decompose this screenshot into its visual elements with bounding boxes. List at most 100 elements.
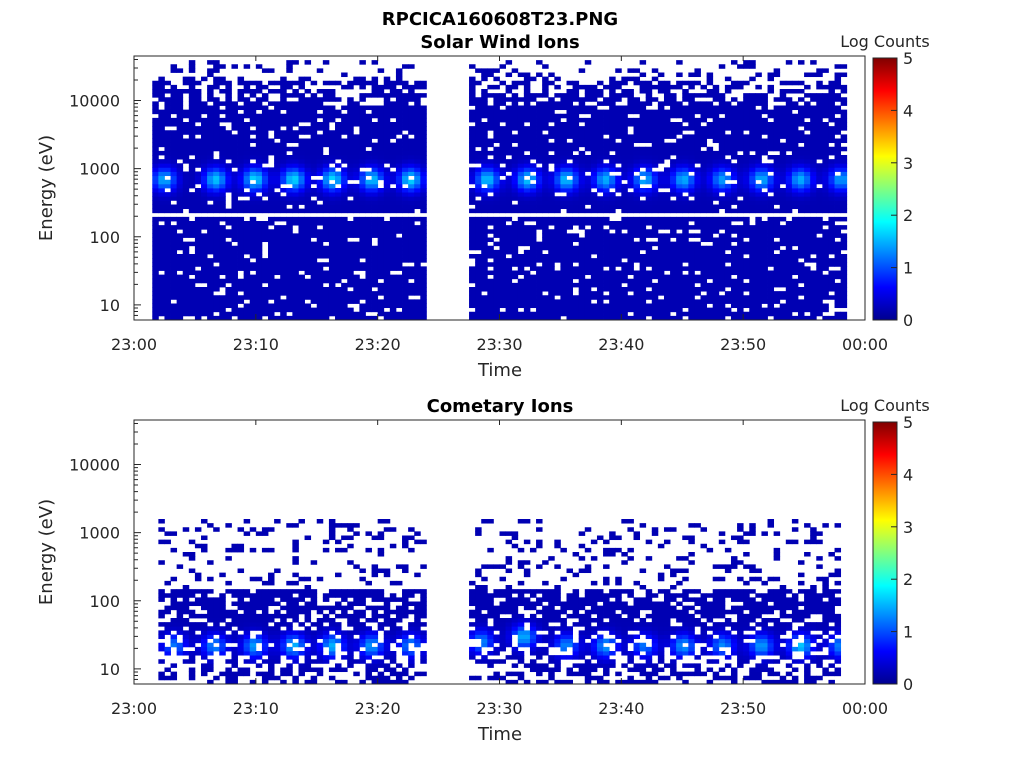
spectrogram-cell <box>566 307 573 313</box>
spectrogram-cell <box>207 97 214 102</box>
spectrogram-cell <box>493 138 500 144</box>
spectrogram-cell <box>651 196 659 201</box>
spectrogram-cell <box>341 295 348 300</box>
spectrogram-cell <box>511 196 519 201</box>
spectrogram-cell <box>347 113 354 119</box>
spectrogram-cell <box>395 122 403 127</box>
spectrogram-cell <box>779 167 787 172</box>
spectrogram-cell <box>402 150 409 156</box>
spectrogram-cell <box>292 266 299 271</box>
spectrogram-cell <box>688 117 695 123</box>
spectrogram-cell <box>341 266 348 271</box>
spectrogram-cell <box>341 241 348 247</box>
spectrogram-cell <box>676 299 683 304</box>
spectrogram-cell <box>176 221 184 226</box>
spectrogram-cell <box>359 155 366 160</box>
spectrogram-cell <box>663 266 671 271</box>
spectrogram-cell <box>280 274 287 280</box>
spectrogram-cell <box>475 155 482 160</box>
spectrogram-cell <box>523 126 531 131</box>
spectrogram-cell <box>566 204 573 210</box>
spectrogram-cell <box>371 163 379 168</box>
spectrogram-cell <box>554 146 561 152</box>
spectrogram-cell <box>566 208 573 214</box>
spectrogram-cell <box>359 307 366 313</box>
spectrogram-cell <box>700 204 708 210</box>
spectrogram-cell <box>657 266 665 271</box>
spectrogram-cell <box>274 150 281 156</box>
spectrogram-cell <box>231 175 238 181</box>
spectrogram-cell <box>469 299 476 304</box>
spectrogram-cell <box>615 245 622 251</box>
spectrogram-cell <box>773 126 781 131</box>
spectrogram-cell <box>152 134 159 139</box>
spectrogram-cell <box>322 270 330 276</box>
spectrogram-cell <box>749 76 756 82</box>
spectrogram-cell <box>560 204 567 210</box>
spectrogram-cell <box>335 130 342 135</box>
spectrogram-cell <box>560 163 567 168</box>
spectrogram-cell <box>261 179 269 185</box>
spectrogram-cell <box>414 122 421 127</box>
spectrogram-cell <box>182 303 190 309</box>
spectrogram-cell <box>420 105 427 111</box>
spectrogram-cell <box>347 200 354 205</box>
spectrogram-cell <box>402 105 409 111</box>
spectrogram-cell <box>176 113 184 119</box>
spectrogram-cell <box>761 291 768 296</box>
spectrogram-cell <box>237 126 245 131</box>
spectrogram-cell <box>481 134 488 139</box>
spectrogram-cell <box>341 274 348 280</box>
spectrogram-cell <box>475 278 482 284</box>
spectrogram-cell <box>572 179 580 185</box>
spectrogram-cell <box>785 175 793 181</box>
spectrogram-cell <box>469 241 476 247</box>
spectrogram-cell <box>633 155 641 160</box>
spectrogram-cell <box>688 282 695 288</box>
spectrogram-cell <box>371 208 379 214</box>
spectrogram-cell <box>688 138 695 144</box>
spectrogram-cell <box>511 307 519 313</box>
spectrogram-cell <box>365 270 372 276</box>
spectrogram-cell <box>158 97 165 102</box>
spectrogram-cell <box>566 200 573 205</box>
spectrogram-cell <box>152 291 159 296</box>
spectrogram-cell <box>164 134 171 139</box>
spectrogram-cell <box>280 299 287 304</box>
spectrogram-cell <box>365 150 372 156</box>
spectrogram-cell <box>676 295 683 300</box>
spectrogram-cell <box>743 175 750 181</box>
spectrogram-cell <box>536 138 543 144</box>
spectrogram-cell <box>633 76 641 82</box>
spectrogram-cell <box>779 282 787 288</box>
spectrogram-cell <box>249 113 257 119</box>
spectrogram-cell <box>621 241 628 247</box>
spectrogram-cell <box>749 274 756 280</box>
spectrogram-cell <box>225 233 232 238</box>
spectrogram-cell <box>724 138 732 144</box>
spectrogram-cell <box>700 303 708 309</box>
spectrogram-cell <box>627 254 634 259</box>
spectrogram-cell <box>523 241 531 247</box>
spectrogram-cell <box>554 175 561 181</box>
spectrogram-cell <box>621 89 628 94</box>
spectrogram-cell <box>152 142 159 148</box>
spectrogram-cell <box>383 274 391 280</box>
spectrogram-cell <box>152 138 159 144</box>
spectrogram-cell <box>584 188 592 193</box>
spectrogram-cell <box>603 249 610 255</box>
spectrogram-cell <box>663 84 671 90</box>
spectrogram-cell <box>724 113 732 119</box>
spectrogram-cell <box>779 315 787 320</box>
spectrogram-cell <box>615 130 622 135</box>
spectrogram-cell <box>322 274 330 280</box>
spectrogram-cell <box>548 134 555 139</box>
spectrogram-cell <box>371 262 379 267</box>
spectrogram-cell <box>335 192 342 197</box>
spectrogram-cell <box>542 315 549 320</box>
spectrogram-cell <box>670 233 677 238</box>
spectrogram-cell <box>737 278 744 284</box>
spectrogram-cell <box>505 262 513 267</box>
spectrogram-cell <box>566 93 573 98</box>
spectrogram-cell <box>389 101 397 106</box>
